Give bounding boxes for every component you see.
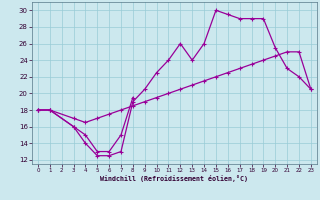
X-axis label: Windchill (Refroidissement éolien,°C): Windchill (Refroidissement éolien,°C) — [100, 175, 248, 182]
